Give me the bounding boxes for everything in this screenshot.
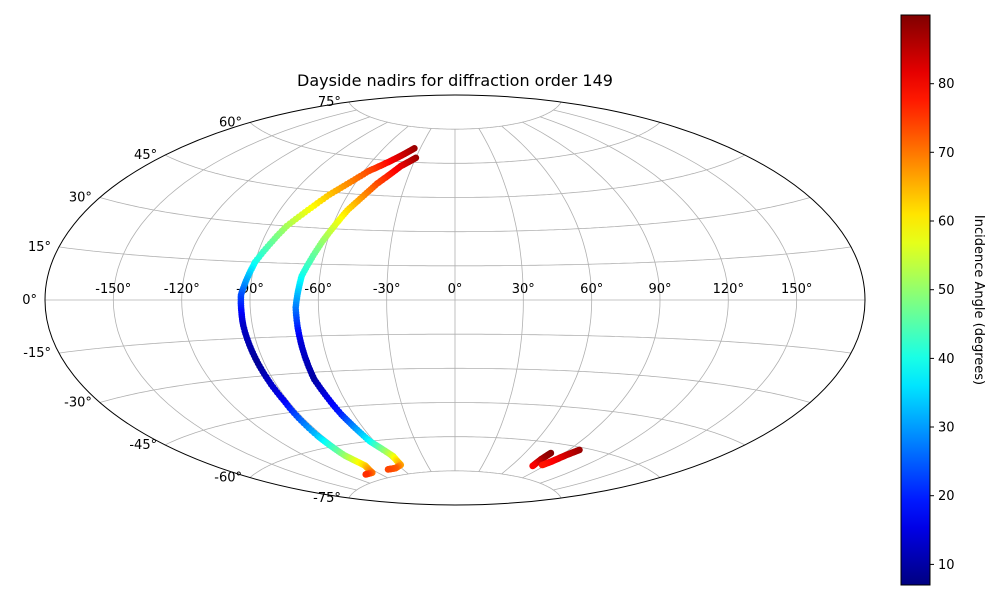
- longitude-gridline: [386, 128, 432, 472]
- longitude-tick-labels: -150° -120° -90° -60° -30° 0° 30° 60° 90° 120° 150…: [95, 282, 812, 297]
- latitude-tick-label: -75°: [313, 491, 341, 506]
- colorbar-tick-label: 60: [938, 215, 955, 230]
- chart-title: Dayside nadirs for diffraction order 149: [297, 71, 613, 90]
- graticule: [45, 101, 865, 499]
- longitude-tick-label: 60°: [580, 282, 603, 297]
- scatter-point: [384, 466, 392, 473]
- longitude-tick-label: 30°: [512, 282, 535, 297]
- longitude-gridline: [181, 116, 371, 484]
- latitude-tick-labels: 75° 60° 45° 30° 15° 0° -15° -30° -45° -60° -75°: [22, 95, 341, 506]
- scatter-point: [362, 471, 370, 478]
- scatter-points: [237, 145, 583, 478]
- scatter-point: [529, 462, 536, 470]
- longitude-gridline: [501, 125, 593, 475]
- colorbar-tick-label: 40: [938, 352, 955, 367]
- colorbar-tick-label: 80: [938, 77, 955, 92]
- longitude-gridline: [522, 121, 661, 479]
- latitude-tick-label: -60°: [214, 471, 242, 486]
- latitude-tick-label: 75°: [318, 95, 341, 110]
- longitude-tick-label: -150°: [95, 282, 131, 297]
- longitude-tick-label: 120°: [713, 282, 744, 297]
- longitude-tick-label: 0°: [448, 282, 463, 297]
- longitude-tick-label: -30°: [373, 282, 401, 297]
- colorbar-label: Incidence Angle (degrees): [971, 215, 986, 385]
- longitude-gridline: [553, 109, 798, 491]
- map-boundary: [44, 94, 866, 506]
- latitude-tick-label: 45°: [134, 148, 157, 163]
- latitude-tick-label: -30°: [64, 396, 92, 411]
- colorbar-ticks: 10 20 30 40 50 60 70 80: [930, 77, 955, 573]
- colorbar-tick-label: 70: [938, 146, 955, 161]
- colorbar-tick-label: 50: [938, 283, 955, 298]
- latitude-tick-label: 0°: [22, 293, 37, 308]
- latitude-tick-label: 15°: [28, 240, 51, 255]
- longitude-tick-label: -120°: [164, 282, 200, 297]
- colorbar: 10 20 30 40 50 60 70 80 Incidence Angle (degree…: [900, 14, 986, 586]
- latitude-tick-label: -15°: [23, 346, 51, 361]
- latitude-tick-label: -45°: [129, 438, 157, 453]
- latitude-tick-label: 30°: [69, 191, 92, 206]
- colorbar-tick-label: 10: [938, 558, 955, 573]
- longitude-tick-label: 150°: [781, 282, 812, 297]
- longitude-gridline: [478, 128, 524, 472]
- longitude-tick-label: 90°: [648, 282, 671, 297]
- colorbar-gradient: [900, 14, 931, 586]
- latitude-gridline: [348, 101, 562, 130]
- longitude-gridline: [112, 109, 357, 491]
- latitude-gridline: [348, 470, 562, 499]
- colorbar-tick-label: 20: [938, 489, 955, 504]
- longitude-gridline: [539, 116, 729, 484]
- longitude-tick-label: -60°: [304, 282, 332, 297]
- latitude-tick-label: 60°: [219, 116, 242, 131]
- scatter-point: [538, 461, 546, 469]
- colorbar-tick-label: 30: [938, 421, 955, 436]
